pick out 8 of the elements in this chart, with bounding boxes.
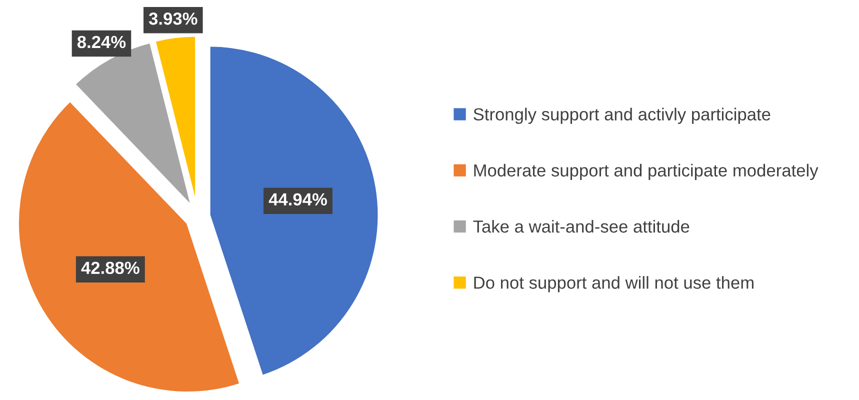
legend-label: Take a wait-and-see attitude — [473, 220, 690, 233]
data-label: 8.24% — [77, 36, 126, 48]
data-label: 42.88% — [81, 262, 140, 274]
data-label: 44.94% — [268, 193, 327, 206]
legend-label: Strongly support and activly participate — [474, 108, 770, 124]
legend-label: Moderate support and participate moderately — [474, 164, 818, 180]
legend-label: Do not support and will not use them — [474, 276, 754, 292]
data-label: 3.93% — [148, 12, 198, 25]
